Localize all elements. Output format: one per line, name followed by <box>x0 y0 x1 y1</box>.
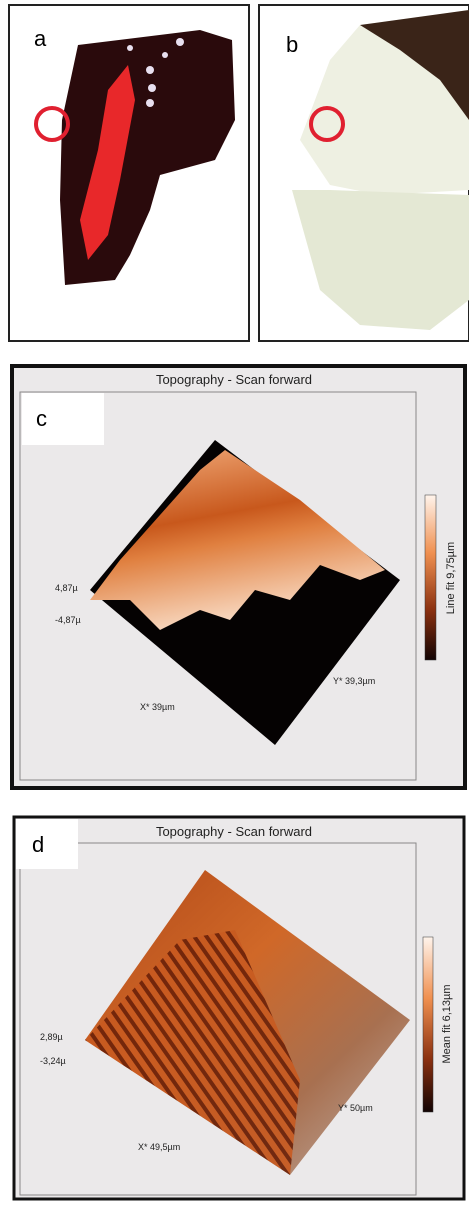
panel-label: c <box>36 406 47 431</box>
figure: a b Topography - Scan forward c 4,87µ -4… <box>0 0 469 1206</box>
colorbar-label: Line fit 9,75µm <box>445 542 457 614</box>
z-max-label: 4,87µ <box>55 583 78 593</box>
plot-title: Topography - Scan forward <box>156 824 312 839</box>
panel-a: a <box>9 5 249 341</box>
plot-title: Topography - Scan forward <box>156 372 312 387</box>
label-box <box>22 393 104 445</box>
z-max-label: 2,89µ <box>40 1032 63 1042</box>
colorbar <box>423 937 433 1112</box>
z-min-label: -4,87µ <box>55 615 81 625</box>
x-axis-label: X* 39µm <box>140 702 175 712</box>
panel-label: d <box>32 832 44 857</box>
x-axis-label: X* 49,5µm <box>138 1142 180 1152</box>
panel-label: a <box>34 26 47 51</box>
panel-c: Topography - Scan forward c 4,87µ -4,87µ… <box>12 366 465 788</box>
panel-d: Topography - Scan forward d 2,89µ -3,24µ… <box>14 817 464 1199</box>
label-box <box>16 819 78 869</box>
y-axis-label: Y* 39,3µm <box>333 676 375 686</box>
z-min-label: -3,24µ <box>40 1056 66 1066</box>
y-axis-label: Y* 50µm <box>338 1103 373 1113</box>
colorbar <box>425 495 436 660</box>
panel-label: b <box>286 32 298 57</box>
panel-b: b <box>259 5 469 341</box>
colorbar-label: Mean fit 6,13µm <box>441 984 453 1063</box>
